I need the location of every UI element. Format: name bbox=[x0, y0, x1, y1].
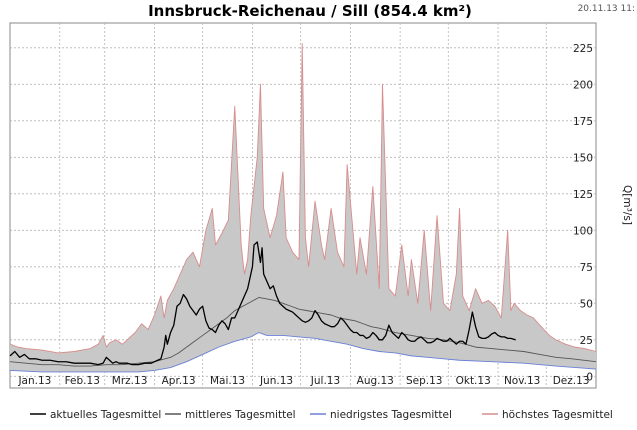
y-tick-label: 0 bbox=[586, 371, 593, 383]
x-tick-label: Jun.13 bbox=[259, 375, 293, 387]
y-axis-ticks: 0 25 50 75 100 125 150 175 200 225 bbox=[573, 43, 593, 384]
legend: aktuelles Tagesmittel mittleres Tagesmitt… bbox=[30, 409, 613, 421]
y-tick-label: 25 bbox=[580, 335, 593, 347]
legend-label: niedrigstes Tagesmittel bbox=[330, 409, 452, 421]
legend-label: mittleres Tagesmittel bbox=[185, 409, 296, 421]
x-axis-ticks: Jan.13 Feb.13 Mrz.13 Apr.13 Mai.13 Jun.13 Jul.… bbox=[17, 375, 589, 387]
x-tick-label: Jul.13 bbox=[310, 375, 340, 387]
series-line-niedrigstes bbox=[9, 332, 597, 373]
y-tick-label: 200 bbox=[573, 79, 593, 91]
series-line-mittleres bbox=[9, 297, 597, 367]
x-tick-label: Feb.13 bbox=[65, 375, 100, 387]
range-band bbox=[10, 43, 596, 372]
series-lines bbox=[9, 42, 597, 373]
y-tick-label: 150 bbox=[573, 152, 593, 164]
y-axis-label: Q[m³/s] bbox=[621, 185, 633, 225]
legend-label: aktuelles Tagesmittel bbox=[50, 409, 161, 421]
y-tick-label: 75 bbox=[580, 262, 593, 274]
series-line-aktuelles bbox=[9, 241, 516, 366]
series-line-hchstes bbox=[9, 42, 597, 354]
x-tick-label: Nov.13 bbox=[504, 375, 540, 387]
timestamp: 20.11.13 11: bbox=[578, 4, 635, 14]
x-tick-label: Mrz.13 bbox=[112, 375, 148, 387]
y-tick-label: 175 bbox=[573, 116, 593, 128]
x-tick-label: Dez.13 bbox=[553, 375, 590, 387]
x-tick-label: Mai.13 bbox=[210, 375, 245, 387]
x-tick-label: Apr.13 bbox=[162, 375, 196, 387]
legend-label: höchstes Tagesmittel bbox=[502, 409, 613, 421]
y-tick-label: 225 bbox=[573, 43, 593, 55]
range-band-fill bbox=[10, 43, 596, 372]
x-tick-label: Aug.13 bbox=[357, 375, 394, 387]
x-tick-label: Jan.13 bbox=[17, 375, 51, 387]
x-tick-label: Okt.13 bbox=[456, 375, 491, 387]
y-tick-label: 100 bbox=[573, 225, 593, 237]
chart-title: Innsbruck-Reichenau / Sill (854.4 km²) bbox=[148, 2, 472, 20]
x-tick-label: Sep.13 bbox=[406, 375, 443, 387]
y-tick-label: 125 bbox=[573, 189, 593, 201]
y-tick-label: 50 bbox=[580, 298, 593, 310]
